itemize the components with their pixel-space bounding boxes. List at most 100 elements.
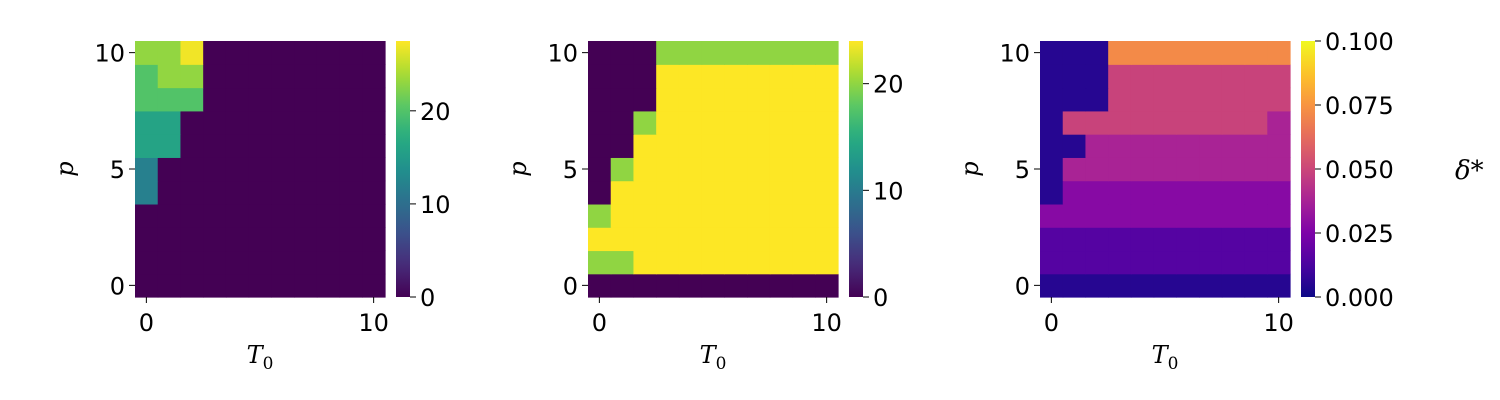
heatmap-cell [678,180,703,205]
heatmap-cell [203,273,227,298]
heatmap-cell [747,180,771,205]
heatmap-cell [656,157,680,182]
heatmap-cell [610,250,635,275]
heatmap-cell [248,203,272,228]
heatmap-cell [1267,227,1291,252]
heatmap-cell [1062,273,1087,298]
heatmap-cell [769,87,794,112]
heatmap-cell [747,227,771,252]
heatmap-cell [815,227,839,252]
heatmap-cell [135,180,159,205]
heatmap-cell [1221,64,1246,89]
heatmap-cell [1153,250,1177,275]
heatmap-cell [271,227,295,252]
heatmap-cell [1085,203,1109,228]
heatmap-cell [180,157,204,182]
heatmap-cell [1176,250,1200,275]
heatmap-cell [1244,227,1268,252]
heatmap-cell [1130,227,1155,252]
heatmap-cell [815,41,839,65]
heatmap-cell [180,180,204,205]
heatmap-cell [792,203,816,228]
heatmap-cell [225,157,250,182]
heatmap-cell [1085,273,1109,298]
heatmap-cell [724,157,748,182]
heatmap-cell [1199,87,1223,112]
heatmap-cell [203,157,227,182]
heatmap-cell [1130,180,1155,205]
heatmap-cell [701,41,725,65]
heatmap-cell [339,87,363,112]
heatmap-cell [792,273,816,298]
heatmap-cell [1130,157,1155,182]
heatmap-cell [1199,273,1223,298]
heatmap-cell [294,273,318,298]
heatmap-cell [248,180,272,205]
heatmap-cell [1199,157,1223,182]
heatmap-cell [225,110,250,135]
heatmap-cell [1153,41,1177,65]
heatmap-cell [1108,180,1132,205]
heatmap-cell [678,227,703,252]
heatmap-cell [180,87,204,112]
heatmap-cell [316,110,341,135]
heatmap-cell [792,41,816,65]
x-tick-label: 10 [811,309,842,337]
heatmap-cell [362,64,386,89]
y-tick-label: 10 [999,40,1030,68]
heatmap-cell [203,227,227,252]
colorbar [396,41,410,297]
heatmap-cell [1221,227,1246,252]
heatmap-cell [610,203,635,228]
colorbar-tick-label: 0 [420,284,435,312]
colorbar-tick-label: 20 [873,71,904,99]
heatmap-cell [248,64,272,89]
y-tick-label: 5 [110,156,125,184]
x-axis-label: T0 [700,341,727,374]
heatmap-cell [157,64,182,89]
y-tick-label: 10 [94,40,125,68]
heatmap-cell [678,250,703,275]
heatmap-cell [203,203,227,228]
heatmap-cell [203,134,227,158]
heatmap-cell [316,227,341,252]
heatmap-cell [656,87,680,112]
heatmap-cell [1267,64,1291,89]
heatmap-cell [815,64,839,89]
heatmap-cell [1085,41,1109,65]
heatmap-cell [1062,41,1087,65]
heatmap-cell [1244,273,1268,298]
heatmap-cell [1153,273,1177,298]
heatmap-cell [135,110,159,135]
heatmap-cell [633,157,657,182]
heatmap-cell [588,41,612,65]
heatmap-cell [1085,87,1109,112]
heatmap-cell [1176,41,1200,65]
heatmap-cell [815,87,839,112]
heatmap-cell [1108,273,1132,298]
heatmap-cell [1221,157,1246,182]
heatmap-cell [724,180,748,205]
heatmap-cell [769,157,794,182]
heatmap-cell [747,203,771,228]
heatmap-cell [701,273,725,298]
heatmap-cell [588,227,612,252]
heatmap-cell [271,250,295,275]
heatmap-cell [1108,41,1132,65]
y-tick-label: 0 [1015,272,1030,300]
heatmap-cell [747,250,771,275]
heatmap-cell [1062,203,1087,228]
heatmap-cell [294,203,318,228]
heatmap-cell [362,250,386,275]
colorbar-tick-label: 10 [420,191,451,219]
heatmap-cell [157,134,182,158]
heatmap-cell [769,180,794,205]
heatmap-cell [271,134,295,158]
heatmap-cell [747,87,771,112]
heatmap-cell [633,203,657,228]
heatmap-cell [271,64,295,89]
heatmap-cell [815,203,839,228]
heatmap-cell [248,41,272,65]
heatmap-cell [724,203,748,228]
heatmap-cell [362,134,386,158]
